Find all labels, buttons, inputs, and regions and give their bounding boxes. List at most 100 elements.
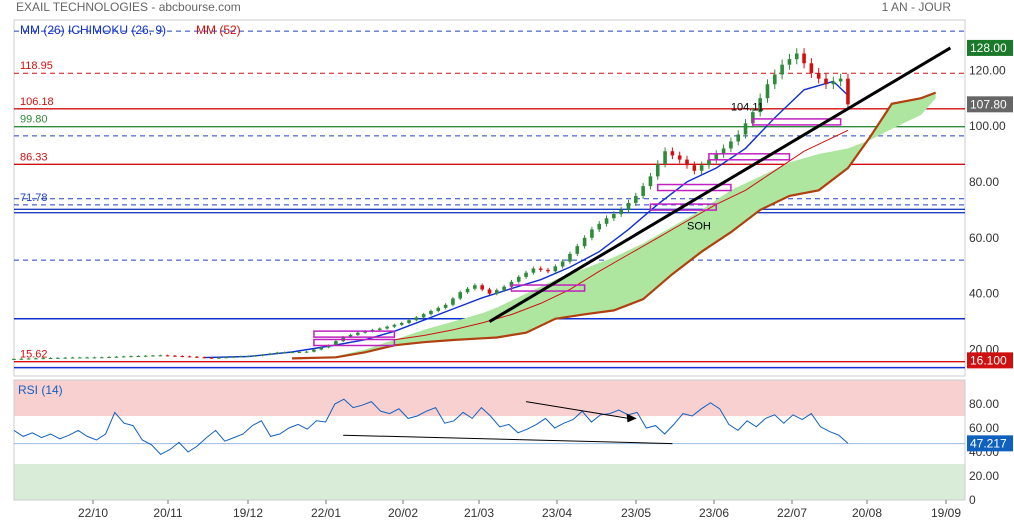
- price-candle: [765, 84, 770, 99]
- price-candle: [34, 358, 38, 360]
- price-candle: [165, 355, 170, 357]
- rsi-zone-under: [14, 464, 965, 500]
- price-tag: [967, 352, 1013, 369]
- price-candle: [356, 332, 360, 335]
- price-candle: [129, 356, 133, 358]
- price-candle: [451, 298, 455, 305]
- resistance-zone: [657, 183, 732, 192]
- price-candle: [780, 64, 784, 75]
- price-candle: [377, 328, 382, 330]
- price-tag: [967, 96, 1013, 113]
- price-axis-label: 80.00: [969, 175, 999, 189]
- price-candle: [78, 357, 82, 359]
- price-candle: [151, 355, 155, 357]
- rsi-support-line: [343, 434, 673, 445]
- price-candle: [158, 355, 163, 357]
- price-candle: [465, 288, 470, 293]
- price-candle: [436, 307, 441, 311]
- x-axis-label: 23/06: [699, 506, 729, 520]
- price-axis-label: 60.00: [969, 231, 999, 245]
- price-candle: [751, 112, 755, 124]
- rsi-value-label: 47.217: [970, 436, 1007, 450]
- price-candle: [429, 310, 433, 315]
- resistance-zone: [708, 153, 791, 161]
- price-candle: [399, 322, 404, 325]
- resistance-zone: [313, 330, 396, 338]
- price-candle: [209, 357, 214, 359]
- x-axis-label: 23/05: [621, 506, 651, 520]
- price-candle: [304, 351, 309, 353]
- price-tag: [967, 39, 1013, 56]
- x-axis-label: 19/12: [233, 506, 263, 520]
- price-candle: [63, 357, 68, 359]
- price-candle: [385, 326, 389, 329]
- price-candle: [41, 358, 46, 360]
- rsi-value-tag: [967, 435, 1013, 452]
- resistance-zone: [313, 338, 396, 347]
- price-candle: [509, 281, 514, 287]
- price-candle: [480, 285, 484, 290]
- price-axis-label: 40.00: [969, 287, 999, 301]
- rsi-divergence-line: [525, 401, 629, 419]
- price-candle: [202, 357, 206, 359]
- price-tag-label: 16.100: [970, 353, 1007, 367]
- resistance-zone: [752, 118, 842, 126]
- price-candle: [253, 355, 258, 357]
- price-candle: [260, 354, 265, 356]
- price-candle: [838, 78, 843, 82]
- price-candle: [677, 155, 682, 160]
- price-candle: [714, 154, 719, 160]
- price-candle: [195, 356, 199, 358]
- price-candle: [407, 320, 411, 323]
- price-candle: [473, 285, 477, 289]
- level-label: 71.78: [20, 192, 48, 204]
- price-candle: [626, 202, 631, 210]
- legend-entry: MM (26): [20, 23, 65, 37]
- price-candle: [729, 141, 733, 149]
- price-candle: [275, 352, 280, 354]
- ichimoku-cloud: [292, 92, 936, 359]
- rsi-axis-label: 80.00: [969, 397, 999, 411]
- price-candle: [421, 314, 426, 318]
- price-candle: [692, 165, 697, 171]
- rsi-arrow-head: [626, 413, 637, 423]
- price-candle: [414, 317, 419, 321]
- price-candle: [546, 269, 550, 272]
- x-axis-label: 22/10: [78, 506, 108, 520]
- price-candle: [224, 357, 228, 359]
- price-candle: [773, 74, 777, 85]
- level-label: 86.33: [20, 151, 48, 163]
- rsi-line: [13, 398, 849, 456]
- rsi-axis-label: 20.00: [969, 469, 999, 483]
- price-candle: [495, 290, 499, 294]
- price-candle: [575, 246, 580, 254]
- price-candle: [19, 358, 24, 360]
- price-candle: [721, 148, 726, 155]
- price-candle: [802, 53, 806, 64]
- price-candle: [641, 186, 645, 196]
- level-label: 99.80: [20, 114, 48, 126]
- chart-annotation: 104.11: [731, 102, 764, 114]
- resistance-zone: [510, 284, 586, 292]
- price-candle: [604, 218, 609, 224]
- price-candle: [736, 134, 741, 142]
- legend-entry: ICHIMOKU (26, 9): [68, 23, 166, 37]
- x-axis-label: 20/02: [388, 506, 418, 520]
- chart-period: 1 AN - JOUR: [881, 0, 951, 14]
- price-candle: [85, 357, 89, 359]
- price-candle: [238, 356, 243, 358]
- price-candle: [538, 268, 543, 270]
- price-candle: [516, 276, 521, 282]
- x-axis-label: 22/01: [311, 506, 341, 520]
- price-candle: [312, 349, 316, 352]
- price-candle: [787, 59, 792, 65]
- legend-entry: MM (52): [196, 23, 241, 37]
- price-candle: [502, 286, 506, 291]
- price-candle: [392, 324, 397, 327]
- price-axis-label: 120.00: [969, 63, 1006, 77]
- x-axis-label: 20/11: [153, 506, 182, 520]
- price-candle: [70, 357, 75, 359]
- price-candle: [809, 63, 814, 74]
